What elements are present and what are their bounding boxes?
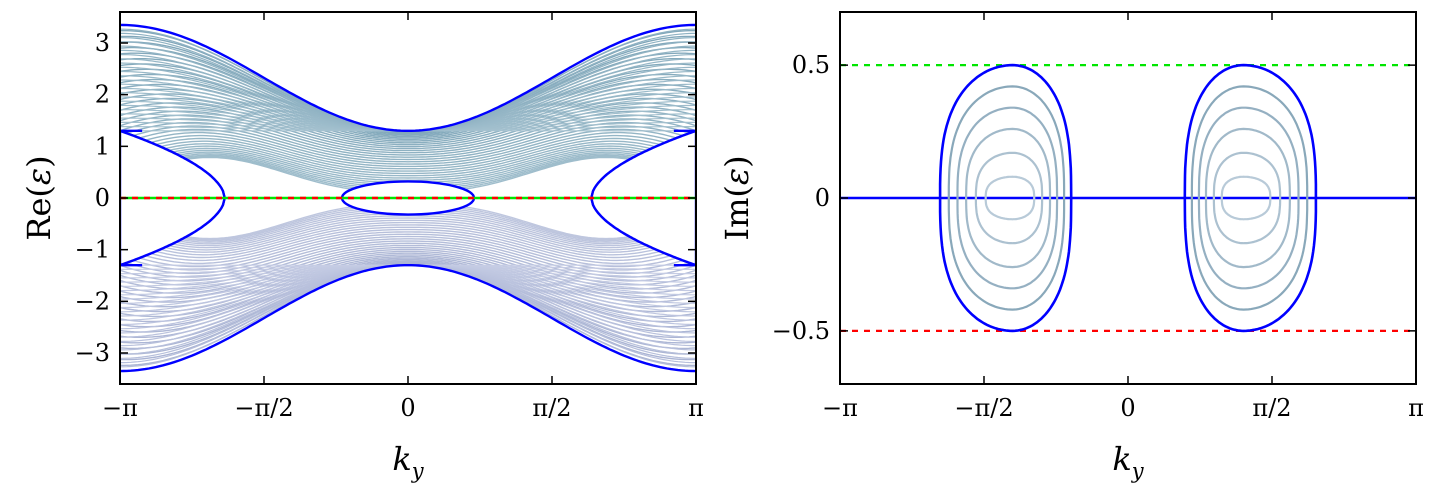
left-bulk-curve-upper bbox=[120, 97, 696, 148]
right-loop-inner bbox=[984, 175, 1036, 221]
left-bulk-curve-lower bbox=[120, 255, 696, 318]
0-y-tick-label: 3 bbox=[95, 29, 110, 57]
left-bulk-curve-lower bbox=[120, 242, 696, 286]
0-y-tick-label: −3 bbox=[75, 339, 110, 367]
1-y-tick-label: −0.5 bbox=[772, 317, 830, 345]
left-ticks: −π −π/2 0 π/2 π 3 2 1 0 −1 −2 −3 bbox=[75, 12, 704, 422]
left-bulk-curve-lower bbox=[120, 219, 696, 253]
0-x-tick-label: π bbox=[688, 394, 704, 422]
left-outer-boundary-lower bbox=[120, 264, 696, 373]
0-y-tick-label: −2 bbox=[75, 287, 110, 315]
left-bulk-curve-lower bbox=[120, 254, 696, 313]
right-y-axis-label: Im(ε) bbox=[718, 155, 756, 240]
1-y-tick-label: 0.5 bbox=[792, 51, 830, 79]
right-loop-inner bbox=[956, 106, 1059, 290]
left-outer-band-lower bbox=[120, 264, 696, 304]
left-bulk-curve-upper bbox=[120, 83, 696, 142]
0-x-tick-label: −π/2 bbox=[234, 394, 293, 422]
left-panel: −π −π/2 0 π/2 π 3 2 1 0 −1 −2 −3 Re(ε) ky bbox=[20, 11, 704, 483]
left-bulk-curve-lower bbox=[120, 246, 696, 294]
left-bulk-curve-upper bbox=[120, 102, 696, 150]
right-loop-inner bbox=[1212, 151, 1282, 245]
left-bulk-curve-lower bbox=[120, 248, 696, 299]
left-bulk-curve-upper bbox=[120, 131, 696, 168]
left-bulk-curve-lower bbox=[120, 258, 696, 328]
1-x-tick-label: π/2 bbox=[1252, 394, 1291, 422]
right-loop-inner bbox=[1204, 127, 1291, 269]
left-bulk-curve-upper bbox=[120, 137, 696, 172]
left-bulk-curve-upper bbox=[120, 78, 696, 141]
left-bulk-curve-lower bbox=[120, 217, 696, 251]
0-x-tick-label: 0 bbox=[400, 394, 415, 422]
right-loop-inner bbox=[1220, 175, 1272, 221]
right-loops bbox=[938, 63, 1318, 333]
right-loop-boundary bbox=[1183, 63, 1318, 333]
1-y-tick-label: 0 bbox=[815, 184, 830, 212]
left-bulk-curve-upper bbox=[120, 143, 696, 177]
left-bulk-curve-upper bbox=[120, 106, 696, 152]
1-x-tick-label: −π bbox=[822, 394, 858, 422]
0-y-tick-label: 1 bbox=[95, 132, 110, 160]
left-bulk-curve-lower bbox=[120, 226, 696, 262]
left-bulk-curve-lower bbox=[120, 244, 696, 290]
right-loop-boundary bbox=[938, 63, 1073, 333]
right-ticks: −π −π/2 0 π/2 π 0.5 0 −0.5 bbox=[772, 12, 1424, 422]
0-y-tick-label: 0 bbox=[95, 184, 110, 212]
left-bulk-curve-upper bbox=[120, 68, 696, 138]
left-outer-boundary-upper bbox=[120, 23, 696, 132]
left-bulk-curve-upper bbox=[120, 73, 696, 139]
right-loop-inner bbox=[964, 127, 1052, 269]
left-bulk-curve-upper bbox=[120, 134, 696, 170]
left-bulk-curve-upper bbox=[120, 52, 696, 134]
0-x-tick-label: −π bbox=[102, 394, 138, 422]
right-loop-inner bbox=[1197, 106, 1300, 290]
right-loop-inner bbox=[1190, 85, 1309, 311]
left-y-axis-label: Re(ε) bbox=[20, 155, 58, 240]
left-bulk-curve-upper bbox=[120, 145, 696, 179]
left-bulk-curve-lower bbox=[120, 262, 696, 344]
left-bulk-curve-lower bbox=[120, 228, 696, 265]
left-bulk-curve-lower bbox=[120, 224, 696, 259]
left-bulk-curve-upper bbox=[120, 147, 696, 181]
1-x-tick-label: 0 bbox=[1120, 394, 1135, 422]
right-panel: −π −π/2 0 π/2 π 0.5 0 −0.5 Im(ε) ky bbox=[718, 11, 1424, 483]
right-x-axis-label: ky bbox=[1112, 440, 1144, 483]
left-bulk-curve-lower bbox=[120, 215, 696, 249]
0-y-tick-label: 2 bbox=[95, 81, 110, 109]
left-bulk-curve-lower bbox=[120, 221, 696, 256]
0-x-tick-label: π/2 bbox=[532, 394, 571, 422]
right-loop-inner bbox=[947, 85, 1066, 311]
right-reference-lines bbox=[840, 64, 1416, 332]
left-outer-band-upper bbox=[120, 92, 696, 132]
0-y-tick-label: −1 bbox=[75, 236, 110, 264]
left-bulk-curve-lower bbox=[120, 240, 696, 282]
left-bulk-curve-upper bbox=[120, 110, 696, 154]
left-bulk-curve-lower bbox=[120, 257, 696, 323]
right-loop-inner bbox=[974, 151, 1044, 245]
left-bulk-curve-upper bbox=[120, 114, 696, 156]
1-x-tick-label: −π/2 bbox=[954, 394, 1013, 422]
1-x-tick-label: π bbox=[1408, 394, 1424, 422]
left-bulk-curve-upper bbox=[120, 140, 696, 175]
left-x-axis-label: ky bbox=[392, 440, 424, 483]
